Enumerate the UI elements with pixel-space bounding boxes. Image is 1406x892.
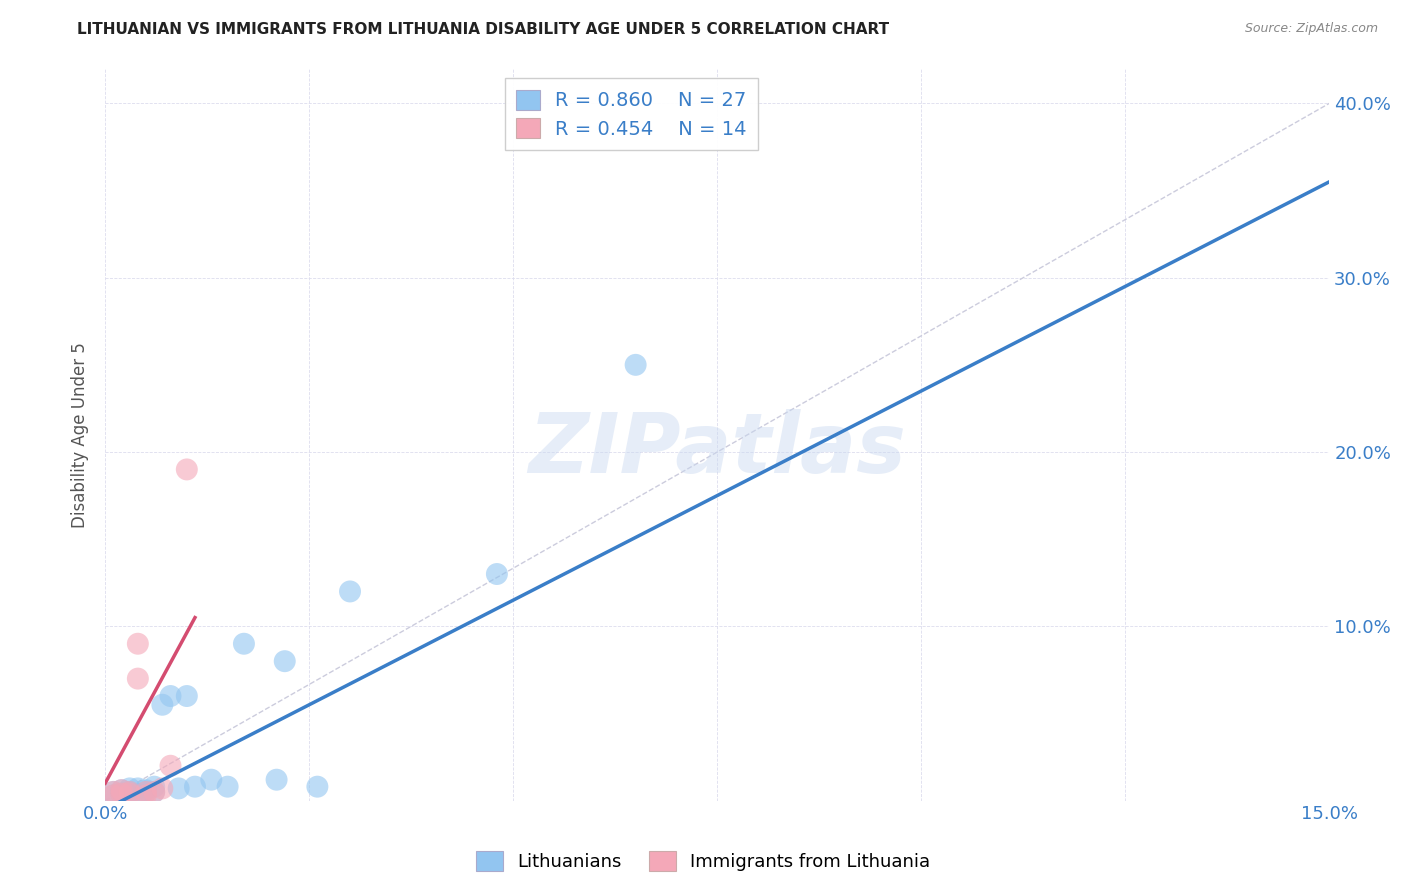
Y-axis label: Disability Age Under 5: Disability Age Under 5 [72, 342, 89, 527]
Point [118, 785, 141, 799]
Point [143, 785, 166, 799]
Point [110, 783, 132, 797]
Point [150, 781, 173, 796]
Point [339, 584, 361, 599]
Text: ZIPatlas: ZIPatlas [529, 409, 907, 490]
Legend: R = 0.860    N = 27, R = 0.454    N = 14: R = 0.860 N = 27, R = 0.454 N = 14 [505, 78, 758, 151]
Point [176, 689, 198, 703]
Point [135, 785, 157, 799]
Point [110, 787, 132, 801]
Point [103, 785, 125, 799]
Point [274, 654, 297, 668]
Point [485, 567, 508, 582]
Point [118, 781, 141, 796]
Point [135, 785, 157, 799]
Point [135, 783, 157, 797]
Point [176, 462, 198, 476]
Point [110, 787, 132, 801]
Legend: Lithuanians, Immigrants from Lithuania: Lithuanians, Immigrants from Lithuania [468, 844, 938, 879]
Point [184, 780, 207, 794]
Point [127, 781, 149, 796]
Point [266, 772, 288, 787]
Point [103, 789, 125, 803]
Point [127, 787, 149, 801]
Point [127, 672, 149, 686]
Point [103, 789, 125, 803]
Point [307, 780, 329, 794]
Point [167, 781, 190, 796]
Point [127, 637, 149, 651]
Point [159, 758, 181, 772]
Point [143, 785, 166, 799]
Text: Source: ZipAtlas.com: Source: ZipAtlas.com [1244, 22, 1378, 36]
Point [143, 780, 166, 794]
Point [118, 785, 141, 799]
Point [159, 689, 181, 703]
Text: LITHUANIAN VS IMMIGRANTS FROM LITHUANIA DISABILITY AGE UNDER 5 CORRELATION CHART: LITHUANIAN VS IMMIGRANTS FROM LITHUANIA … [77, 22, 890, 37]
Point [217, 780, 239, 794]
Point [118, 789, 141, 803]
Point [200, 772, 222, 787]
Point [110, 783, 132, 797]
Point [135, 789, 157, 803]
Point [232, 637, 254, 651]
Point [103, 785, 125, 799]
Point [118, 787, 141, 801]
Point [624, 358, 647, 372]
Point [150, 698, 173, 712]
